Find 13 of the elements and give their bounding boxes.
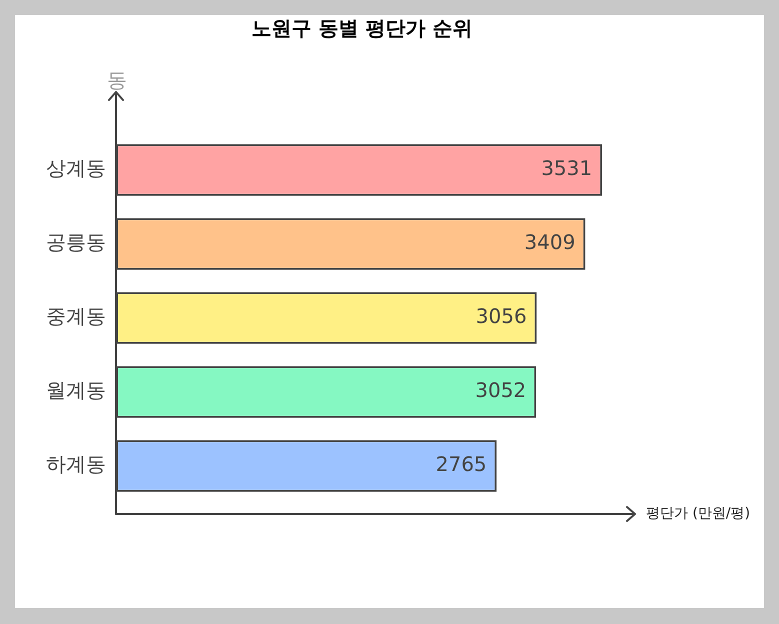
y-tick-label: 중계동 [46,304,106,328]
data-label: 3052 [475,378,526,402]
data-label: 3531 [541,156,592,180]
y-tick-label: 상계동 [46,156,106,180]
y-tick-label: 월계동 [46,378,106,402]
data-label: 3409 [524,230,576,254]
x-axis-title: 평단가 (만원/평) [646,506,750,522]
y-tick-label: 하계동 [46,452,106,476]
chart-title: 노원구 동별 평단가 순위 [252,16,472,40]
y-axis-title: 동 [107,68,127,92]
data-label: 2765 [436,452,487,476]
data-label: 3056 [476,304,527,328]
y-tick-label: 공릉동 [46,230,106,254]
